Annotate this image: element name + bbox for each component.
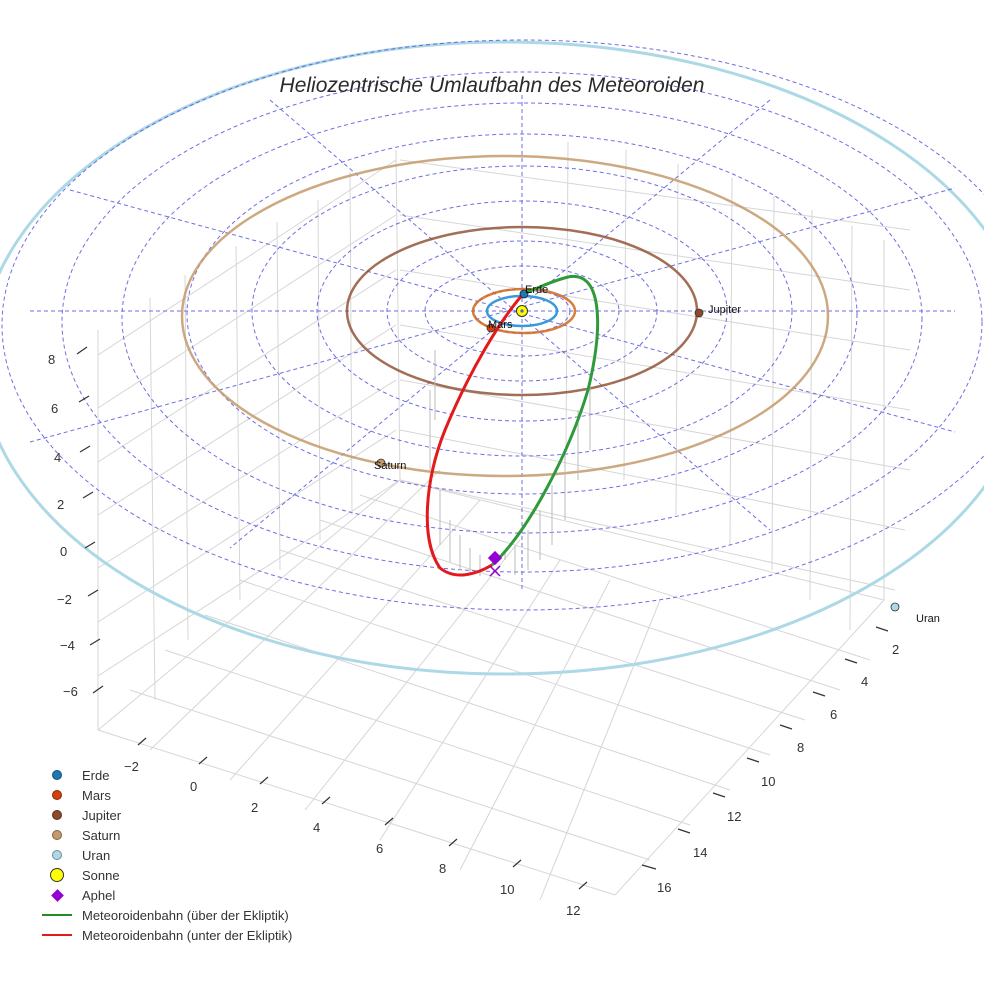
legend-item-saturn[interactable]: Saturn [38, 825, 292, 845]
x-axis-ticks [137, 737, 588, 890]
legend-label: Mars [82, 787, 111, 803]
y-axis-ticks [641, 626, 889, 870]
x-tick: 10 [500, 882, 515, 897]
y-tick: 2 [892, 642, 900, 657]
x-tick: 4 [313, 820, 321, 835]
z-tick: 8 [48, 352, 56, 367]
x-tick: 2 [251, 800, 259, 815]
legend-label: Sonne [82, 867, 120, 883]
sun-icon [50, 868, 64, 882]
legend-label: Erde [82, 767, 110, 783]
z-tick: 4 [54, 450, 62, 465]
y-tick: 12 [727, 809, 742, 824]
erde-marker [519, 289, 529, 299]
erde-dot-icon [52, 770, 62, 780]
legend-label: Meteoroidenbahn (über der Ekliptik) [82, 907, 289, 923]
y-tick: 6 [830, 707, 838, 722]
y-tick: 8 [797, 740, 805, 755]
sonne-center [520, 309, 524, 313]
green-line-icon [42, 914, 72, 916]
z-tick: −2 [57, 592, 72, 607]
legend: Erde Mars Jupiter Saturn Uran Sonne Aphe… [38, 765, 292, 945]
x-tick: 6 [376, 841, 384, 856]
diamond-icon [50, 888, 64, 902]
legend-label: Aphel [82, 887, 116, 903]
z-tick: −6 [63, 684, 78, 699]
legend-label: Jupiter [82, 807, 122, 823]
legend-item-uran[interactable]: Uran [38, 845, 292, 865]
y-tick: 10 [761, 774, 776, 789]
uran-dot-icon [52, 850, 62, 860]
legend-item-sonne[interactable]: Sonne [38, 865, 292, 885]
saturn-dot-icon [52, 830, 62, 840]
legend-item-above[interactable]: Meteoroidenbahn (über der Ekliptik) [38, 905, 292, 925]
chart-title: Heliozentrische Umlaufbahn des Meteoroid… [279, 74, 705, 97]
saturn-orbit [180, 154, 830, 478]
mars-marker [486, 323, 496, 333]
uran-orbit [0, 40, 984, 676]
y-tick: 4 [861, 674, 869, 689]
z-tick: 0 [60, 544, 68, 559]
z-tick: 6 [51, 401, 59, 416]
x-tick: 12 [566, 903, 581, 918]
legend-item-erde[interactable]: Erde [38, 765, 292, 785]
legend-label: Meteoroidenbahn (unter der Ekliptik) [82, 927, 293, 943]
x-tick: 0 [190, 779, 198, 794]
x-tick: −2 [124, 759, 139, 774]
z-axis-ticks [76, 346, 104, 694]
aphel-projection-icon [489, 565, 501, 577]
trajectory-above [490, 274, 600, 567]
z-tick: −4 [60, 638, 75, 653]
legend-label: Saturn [82, 827, 121, 843]
jupiter-dot-icon [52, 810, 62, 820]
legend-item-mars[interactable]: Mars [38, 785, 292, 805]
y-tick: 14 [693, 845, 708, 860]
x-tick: 8 [439, 861, 447, 876]
mars-dot-icon [52, 790, 62, 800]
erde-label: Erde [525, 284, 549, 296]
uran-marker [890, 602, 900, 612]
jupiter-marker [694, 308, 704, 318]
legend-item-below[interactable]: Meteoroidenbahn (unter der Ekliptik) [38, 925, 292, 945]
axis-box-grid [97, 141, 911, 901]
jupiter-label: Jupiter [708, 304, 742, 316]
legend-item-jupiter[interactable]: Jupiter [38, 805, 292, 825]
trajectory-below [425, 292, 526, 577]
red-line-icon [42, 934, 72, 936]
aphel-marker [487, 550, 503, 566]
legend-item-aphel[interactable]: Aphel [38, 885, 292, 905]
mars-label: Mars [488, 319, 513, 331]
y-tick: 16 [657, 880, 672, 895]
saturn-label: Saturn [374, 460, 407, 472]
legend-label: Uran [82, 847, 111, 863]
z-tick: 2 [57, 497, 65, 512]
saturn-marker [376, 458, 386, 468]
mars-orbit [471, 287, 577, 335]
uran-label: Uran [916, 613, 940, 625]
